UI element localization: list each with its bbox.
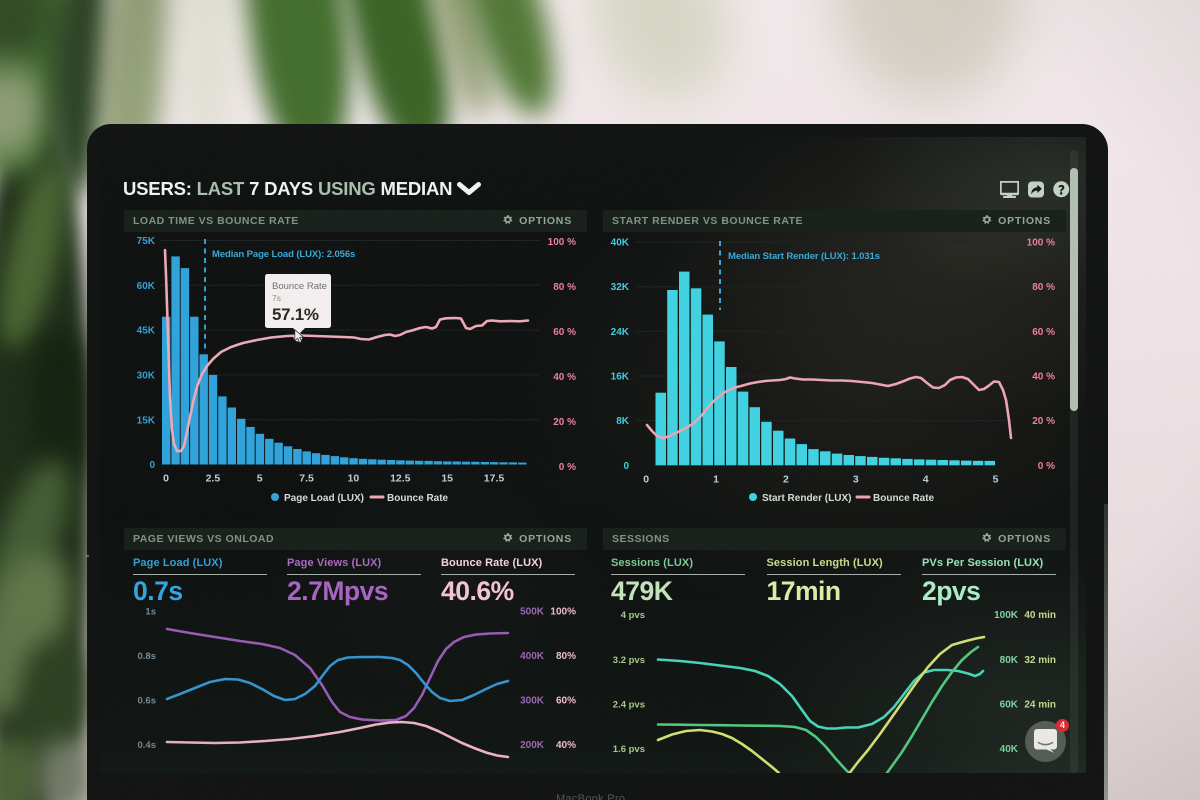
svg-text:80 %: 80 %	[553, 282, 576, 293]
svg-text:4: 4	[923, 474, 929, 486]
svg-text:100 %: 100 %	[1027, 238, 1055, 249]
svg-text:80%: 80%	[556, 651, 576, 662]
svg-text:4 pvs: 4 pvs	[621, 610, 645, 621]
svg-text:45K: 45K	[137, 326, 156, 337]
svg-text:60K: 60K	[137, 281, 156, 292]
svg-text:75K: 75K	[137, 236, 156, 247]
svg-text:32 min: 32 min	[1024, 655, 1056, 666]
svg-text:60 %: 60 %	[553, 327, 576, 338]
svg-text:Page Load (LUX): Page Load (LUX)	[284, 493, 364, 504]
svg-text:100%: 100%	[550, 607, 576, 618]
svg-text:60K: 60K	[1000, 700, 1019, 711]
svg-text:1s: 1s	[145, 607, 156, 618]
svg-text:32K: 32K	[611, 282, 630, 293]
svg-text:2.4 pvs: 2.4 pvs	[613, 700, 645, 711]
svg-text:400K: 400K	[520, 651, 545, 662]
svg-text:40 %: 40 %	[1032, 372, 1055, 383]
svg-text:Bounce Rate: Bounce Rate	[873, 493, 935, 504]
svg-text:2: 2	[783, 474, 789, 486]
svg-text:5: 5	[257, 473, 263, 485]
svg-text:80 %: 80 %	[1032, 282, 1055, 293]
svg-text:Median Start Render (LUX): 1.0: Median Start Render (LUX): 1.031s	[728, 251, 880, 262]
svg-text:0 %: 0 %	[1038, 461, 1055, 472]
svg-text:Bounce Rate: Bounce Rate	[387, 493, 449, 504]
svg-text:16K: 16K	[611, 372, 630, 383]
svg-text:12.5: 12.5	[390, 473, 411, 485]
svg-text:0: 0	[163, 473, 169, 485]
svg-text:80K: 80K	[1000, 655, 1019, 666]
svg-text:17.5: 17.5	[484, 473, 505, 485]
svg-text:40K: 40K	[1000, 744, 1019, 755]
svg-text:40 %: 40 %	[553, 372, 576, 383]
svg-text:Median Page Load (LUX): 2.056s: Median Page Load (LUX): 2.056s	[212, 249, 355, 260]
svg-text:100K: 100K	[994, 610, 1019, 621]
svg-text:40K: 40K	[611, 238, 630, 249]
svg-text:0: 0	[149, 460, 155, 471]
svg-text:0.4s: 0.4s	[138, 740, 157, 751]
svg-text:60%: 60%	[556, 696, 576, 707]
svg-text:20 %: 20 %	[1032, 416, 1055, 427]
svg-text:5: 5	[993, 474, 999, 486]
svg-text:Start Render (LUX): Start Render (LUX)	[762, 493, 851, 504]
svg-text:7.5: 7.5	[299, 473, 314, 485]
svg-text:24K: 24K	[611, 327, 630, 338]
svg-text:3: 3	[853, 474, 859, 486]
svg-text:100 %: 100 %	[548, 237, 576, 248]
svg-text:20 %: 20 %	[553, 417, 576, 428]
svg-text:1.6 pvs: 1.6 pvs	[613, 744, 645, 755]
svg-text:3.2 pvs: 3.2 pvs	[613, 655, 645, 666]
svg-text:300K: 300K	[520, 696, 545, 707]
svg-text:1: 1	[713, 474, 719, 486]
svg-text:10: 10	[348, 473, 360, 485]
svg-text:60 %: 60 %	[1032, 327, 1055, 338]
svg-text:15: 15	[441, 473, 453, 485]
svg-text:30K: 30K	[137, 371, 156, 382]
svg-text:0.6s: 0.6s	[138, 696, 157, 707]
svg-text:500K: 500K	[520, 607, 545, 618]
svg-text:0: 0	[623, 461, 629, 472]
svg-text:24 min: 24 min	[1024, 700, 1056, 711]
svg-text:0: 0	[643, 474, 649, 486]
svg-text:200K: 200K	[520, 740, 545, 751]
svg-text:0.8s: 0.8s	[138, 651, 157, 662]
svg-text:0 %: 0 %	[559, 462, 576, 473]
svg-text:8K: 8K	[616, 416, 630, 427]
svg-text:40 min: 40 min	[1024, 610, 1056, 621]
svg-text:40%: 40%	[556, 740, 576, 751]
svg-text:2.5: 2.5	[206, 473, 221, 485]
svg-text:15K: 15K	[137, 415, 156, 426]
